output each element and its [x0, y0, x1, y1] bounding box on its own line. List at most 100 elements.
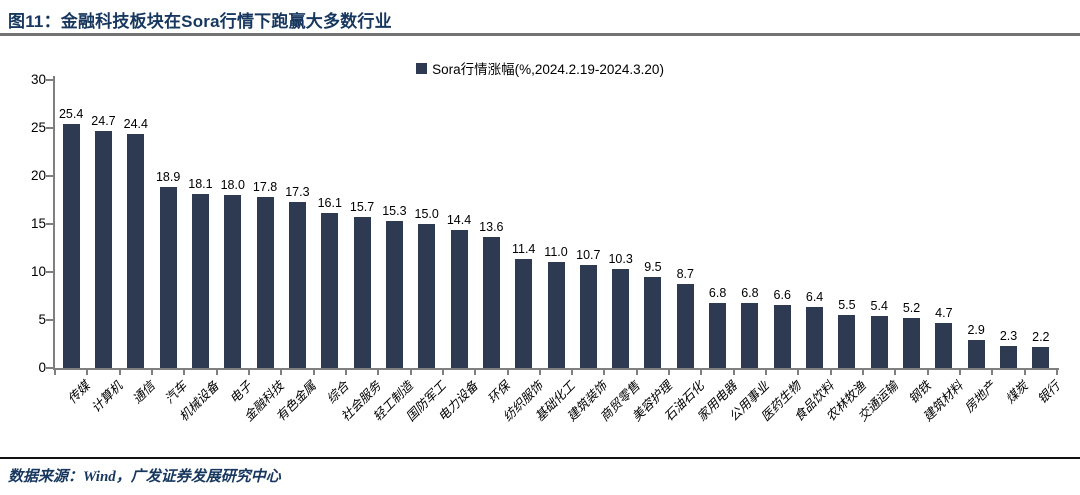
x-axis-tick — [86, 370, 89, 375]
figure-title: 图11：金融科技板块在Sora行情下跑赢大多数行业 — [8, 12, 392, 31]
x-axis-tick — [959, 370, 962, 375]
bar — [935, 322, 953, 368]
x-axis-tick — [862, 370, 865, 375]
bar — [515, 258, 533, 368]
x-axis-tick — [474, 370, 477, 375]
bar-value-label: 24.7 — [91, 113, 116, 128]
x-axis-tick — [150, 370, 153, 375]
bar — [191, 194, 209, 368]
bar-value-label: 11.4 — [511, 241, 536, 256]
bar-value-label: 5.2 — [902, 301, 921, 316]
x-axis-tick — [183, 370, 186, 375]
bar — [709, 302, 727, 368]
x-axis-tick — [538, 370, 541, 375]
bar-value-label: 13.6 — [479, 220, 504, 235]
bar — [547, 262, 565, 368]
x-axis-tick — [571, 370, 574, 375]
bar-value-label: 2.3 — [999, 328, 1018, 343]
x-axis-tick — [1056, 370, 1058, 375]
y-axis-label: 25 — [30, 120, 46, 135]
bar — [806, 306, 824, 368]
x-axis-tick — [118, 370, 121, 375]
bar — [94, 130, 112, 368]
bar-value-label: 6.8 — [741, 285, 759, 300]
category-label: 计算机 — [88, 378, 126, 416]
y-axis-label: 5 — [38, 312, 46, 327]
x-axis-tick — [635, 370, 638, 375]
x-axis-tick — [603, 370, 606, 375]
bar-value-label: 15.7 — [349, 200, 375, 215]
bar — [321, 213, 339, 368]
bar-value-label: 6.8 — [708, 285, 727, 300]
x-axis-tick — [215, 370, 218, 375]
bar — [159, 186, 177, 368]
category-label: 通信 — [129, 378, 158, 407]
y-axis-tick — [46, 175, 53, 177]
bar — [579, 265, 597, 368]
y-axis-tick — [46, 271, 53, 273]
category-label: 煤炭 — [1002, 378, 1031, 407]
bar-value-label: 10.3 — [608, 252, 633, 267]
bar — [838, 315, 856, 368]
bar — [224, 195, 242, 368]
y-axis-tick — [46, 319, 53, 321]
bar-value-label: 5.4 — [870, 299, 888, 314]
x-axis-tick — [700, 370, 703, 375]
y-axis-label: 30 — [30, 72, 46, 87]
title-divider — [0, 33, 1080, 36]
bar — [482, 237, 500, 368]
x-axis-tick — [797, 370, 800, 375]
x-axis-tick — [668, 370, 671, 375]
chart-legend: Sora行情涨幅(%,2024.2.19-2024.3.20) — [0, 58, 1080, 78]
bar — [903, 318, 921, 368]
bar — [256, 197, 274, 368]
y-axis-label: 0 — [38, 360, 46, 375]
bar-value-label: 2.9 — [967, 323, 985, 338]
x-axis-tick — [1023, 370, 1026, 375]
bar — [741, 302, 759, 368]
x-axis-tick — [894, 370, 897, 375]
legend-marker-icon — [416, 62, 428, 74]
bar-value-label: 15.0 — [414, 207, 439, 221]
bar-value-label: 11.0 — [544, 245, 568, 260]
bar-value-label: 9.5 — [644, 259, 662, 274]
bar-value-label: 18.0 — [220, 178, 245, 193]
bar-value-label: 15.3 — [382, 204, 407, 219]
bar-value-label: 2.2 — [1032, 329, 1050, 344]
bar-value-label: 5.5 — [838, 298, 856, 313]
bar-value-label: 18.9 — [155, 169, 181, 184]
bar-value-label: 8.7 — [676, 267, 694, 282]
bar — [1032, 346, 1050, 368]
y-axis-tick — [46, 127, 53, 129]
x-axis-tick — [344, 370, 347, 375]
x-axis-tick — [765, 370, 768, 375]
x-axis-line — [53, 368, 1059, 370]
bar — [967, 340, 985, 368]
bar — [773, 304, 791, 368]
bar — [612, 269, 630, 368]
category-label: 房地产 — [961, 378, 998, 416]
bar-value-label: 25.4 — [58, 107, 84, 122]
bar-value-label: 6.4 — [805, 289, 824, 304]
bar-value-label: 14.4 — [446, 212, 472, 227]
x-axis-tick — [732, 370, 735, 375]
y-axis-line — [53, 76, 55, 370]
x-axis-tick — [312, 370, 315, 375]
bar — [870, 316, 888, 368]
category-label: 银行 — [1034, 378, 1063, 407]
y-axis-label: 15 — [30, 216, 46, 231]
x-axis-tick — [926, 370, 929, 375]
bar-value-label: 17.3 — [285, 184, 310, 199]
x-axis-tick — [54, 370, 56, 375]
bar-value-label: 10.7 — [576, 248, 601, 263]
legend-label: Sora行情涨幅(%,2024.2.19-2024.3.20) — [432, 62, 664, 77]
bar-value-label: 16.1 — [317, 196, 342, 211]
x-axis-tick — [280, 370, 283, 375]
y-axis-label: 20 — [30, 168, 46, 183]
bar-value-label: 24.4 — [123, 116, 148, 131]
x-axis-tick — [506, 370, 509, 375]
bar — [418, 224, 436, 368]
footer-divider — [0, 457, 1080, 459]
